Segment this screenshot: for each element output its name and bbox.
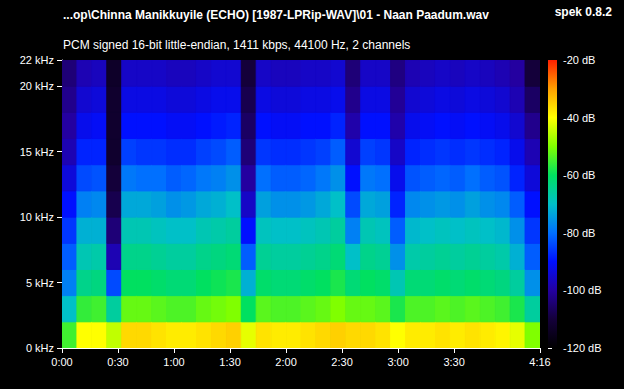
svg-text:-80 dB: -80 dB xyxy=(563,227,595,239)
svg-text:10 kHz: 10 kHz xyxy=(20,211,54,223)
svg-text:PCM signed 16-bit little-endia: PCM signed 16-bit little-endian, 1411 kb… xyxy=(63,38,410,52)
svg-text:20 kHz: 20 kHz xyxy=(20,80,54,92)
svg-text:2:30: 2:30 xyxy=(331,356,352,368)
svg-text:4:16: 4:16 xyxy=(529,356,550,368)
svg-text:-120 dB: -120 dB xyxy=(563,342,602,354)
svg-text:15 kHz: 15 kHz xyxy=(20,146,54,158)
svg-text:-100 dB: -100 dB xyxy=(563,284,602,296)
svg-text:-40 dB: -40 dB xyxy=(563,112,595,124)
svg-text:...op\Chinna Manikkuyile (ECHO: ...op\Chinna Manikkuyile (ECHO) [1987-LP… xyxy=(63,8,489,22)
svg-text:3:00: 3:00 xyxy=(387,356,408,368)
svg-text:spek 0.8.2: spek 0.8.2 xyxy=(555,5,613,19)
svg-text:-60 dB: -60 dB xyxy=(563,169,595,181)
svg-text:2:00: 2:00 xyxy=(275,356,296,368)
svg-text:0:30: 0:30 xyxy=(107,356,128,368)
svg-text:5 kHz: 5 kHz xyxy=(26,277,54,289)
svg-text:1:00: 1:00 xyxy=(163,356,184,368)
svg-text:1:30: 1:30 xyxy=(219,356,240,368)
svg-text:3:30: 3:30 xyxy=(443,356,464,368)
svg-text:0:00: 0:00 xyxy=(51,356,72,368)
svg-text:22 kHz: 22 kHz xyxy=(20,54,54,66)
svg-text:-20 dB: -20 dB xyxy=(563,54,595,66)
svg-text:0 kHz: 0 kHz xyxy=(26,342,54,354)
